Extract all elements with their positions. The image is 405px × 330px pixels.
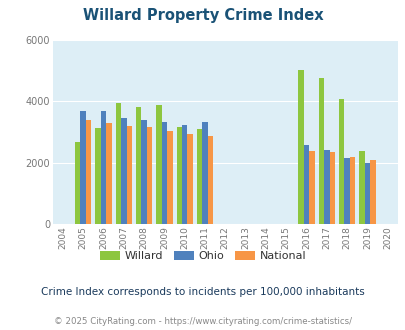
- Bar: [196, 129, 202, 224]
- Bar: [202, 122, 207, 224]
- Bar: [364, 163, 369, 224]
- Bar: [136, 107, 141, 224]
- Bar: [80, 111, 86, 224]
- Text: © 2025 CityRating.com - https://www.cityrating.com/crime-statistics/: © 2025 CityRating.com - https://www.city…: [54, 317, 351, 326]
- Bar: [349, 157, 354, 224]
- Bar: [338, 99, 343, 224]
- Bar: [329, 152, 334, 224]
- Bar: [181, 125, 187, 224]
- Bar: [176, 127, 181, 224]
- Bar: [86, 120, 91, 224]
- Bar: [187, 134, 192, 224]
- Bar: [141, 120, 147, 224]
- Bar: [323, 150, 329, 224]
- Bar: [298, 70, 303, 224]
- Bar: [309, 151, 314, 224]
- Bar: [303, 145, 309, 224]
- Bar: [161, 122, 167, 224]
- Bar: [318, 78, 323, 224]
- Text: Willard Property Crime Index: Willard Property Crime Index: [83, 8, 322, 23]
- Bar: [343, 157, 349, 224]
- Bar: [167, 131, 172, 224]
- Text: Crime Index corresponds to incidents per 100,000 inhabitants: Crime Index corresponds to incidents per…: [41, 287, 364, 297]
- Bar: [156, 105, 161, 224]
- Bar: [369, 160, 375, 224]
- Bar: [121, 118, 126, 224]
- Bar: [358, 151, 364, 224]
- Bar: [147, 127, 152, 224]
- Bar: [100, 111, 106, 224]
- Bar: [126, 125, 132, 224]
- Bar: [106, 123, 111, 224]
- Legend: Willard, Ohio, National: Willard, Ohio, National: [95, 247, 310, 266]
- Bar: [207, 136, 213, 224]
- Bar: [115, 103, 121, 224]
- Bar: [75, 142, 80, 224]
- Bar: [95, 128, 100, 224]
